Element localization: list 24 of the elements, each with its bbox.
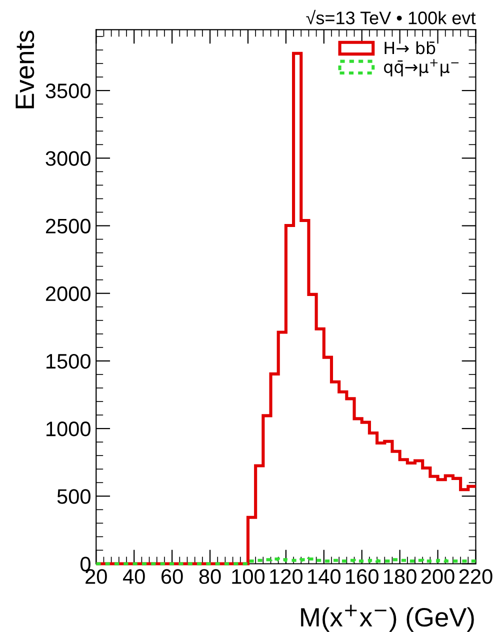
x-tick-label: 40 <box>122 569 145 584</box>
y-tick-label: 2000 <box>46 286 90 302</box>
x-tick-label: 220 <box>459 569 492 584</box>
x-tick-label: 200 <box>421 569 454 584</box>
x-tick-label: 20 <box>86 569 107 584</box>
y-tick-label: 3000 <box>46 151 90 166</box>
x-tick-label: 100 <box>232 569 265 584</box>
x-tick-label: 180 <box>384 569 416 584</box>
x-tick-label: 140 <box>308 569 340 584</box>
x-tick-label: 80 <box>199 569 221 584</box>
legend-label: H→ bb̄ <box>384 41 436 54</box>
y-tick-label: 3500 <box>46 84 90 98</box>
y-axis-title: Events <box>16 30 34 108</box>
y-tick-label: 1500 <box>46 354 90 369</box>
y-tick-label: 500 <box>57 489 90 504</box>
x-tick-label: 160 <box>346 569 378 584</box>
y-tick-label: 2500 <box>46 218 90 234</box>
x-tick-label: 60 <box>162 569 183 584</box>
x-tick-label: 120 <box>270 569 303 584</box>
y-tick-label: 1000 <box>46 422 90 436</box>
legend-label: qq̄→μ$^{+}$μ$^{−}$ <box>384 59 459 76</box>
chart-title: √s=13 TeV • 100k evt <box>306 10 476 24</box>
x-axis-title: M(x$^{+}$x$^{−}$) (GeV) <box>301 604 474 632</box>
y-tick-label: 0 <box>80 556 90 572</box>
